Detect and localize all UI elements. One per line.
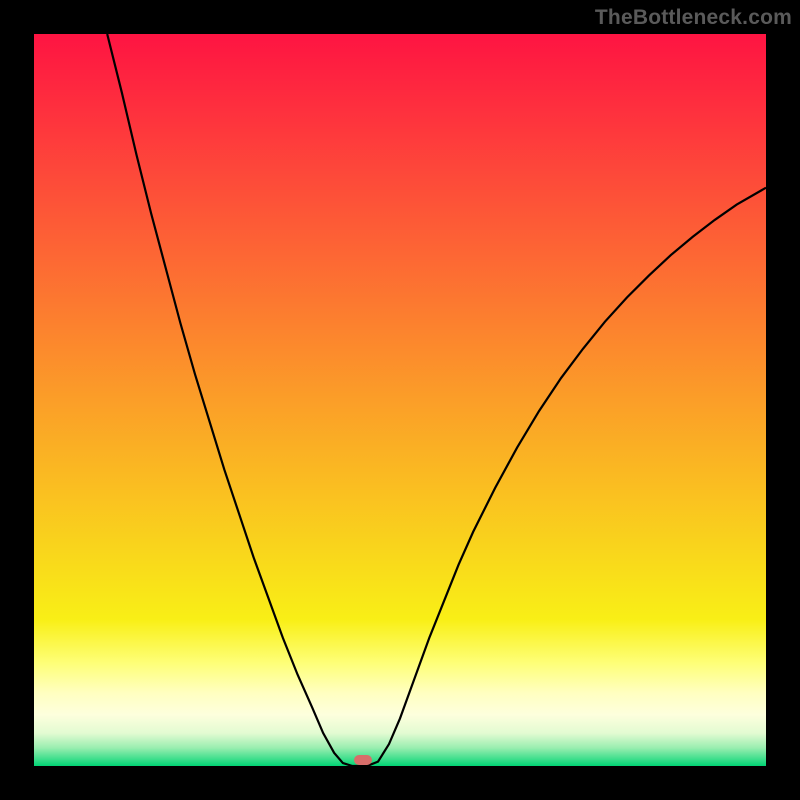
bottleneck-curve xyxy=(107,34,766,766)
optimal-point-marker xyxy=(354,755,372,765)
source-watermark: TheBottleneck.com xyxy=(595,6,792,30)
chart-container: TheBottleneck.com xyxy=(0,0,800,800)
chart-svg xyxy=(34,34,766,766)
